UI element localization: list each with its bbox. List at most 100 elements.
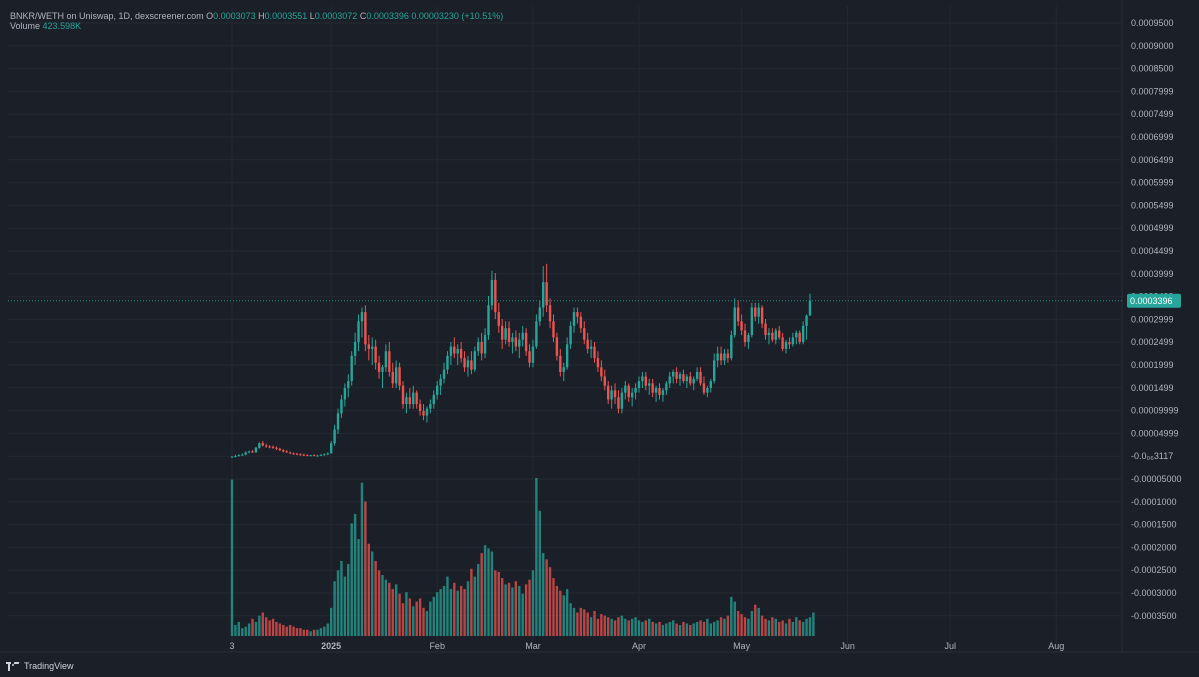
candle-body: [459, 348, 463, 359]
volume-bar: [466, 581, 470, 636]
candle: [736, 300, 740, 326]
low-label: L: [309, 11, 315, 21]
volume-bar: [716, 620, 719, 636]
volume-bar: [507, 582, 511, 636]
candle-body: [381, 367, 384, 372]
candle-body: [682, 374, 685, 382]
candle: [596, 351, 600, 372]
volume-bar: [463, 589, 466, 636]
candle: [699, 367, 702, 386]
volume-bar: [268, 620, 271, 636]
candle-body: [719, 353, 723, 361]
candle-body: [791, 337, 795, 345]
candle-body: [518, 339, 521, 347]
candle: [497, 302, 500, 333]
last-price-tag: [1127, 293, 1181, 308]
candle: [459, 342, 463, 363]
candle: [292, 452, 295, 455]
candle-body: [353, 342, 357, 356]
x-tick-label: Mar: [525, 641, 541, 651]
candle: [620, 388, 624, 414]
candle-body: [405, 397, 408, 405]
y-tick-label: 0.0005499: [1131, 200, 1174, 210]
candle: [682, 369, 685, 384]
low-value: 0.0003072: [314, 11, 358, 21]
candle: [791, 332, 795, 347]
candle: [754, 302, 757, 322]
volume-bar: [292, 626, 295, 636]
volume-bar: [740, 614, 743, 636]
volume-bar: [511, 587, 514, 636]
volume-bar: [661, 625, 665, 636]
volume-bar: [576, 612, 579, 636]
candle: [336, 408, 340, 434]
volume-bar: [648, 618, 651, 636]
candle: [436, 381, 439, 400]
candle: [299, 453, 302, 456]
candle-body: [388, 351, 391, 372]
candle-body: [723, 353, 726, 361]
volume-bar: [439, 589, 442, 636]
candle: [706, 385, 709, 398]
candle: [412, 385, 415, 409]
y-tick-label: 0.0008500: [1131, 64, 1174, 74]
y-tick-label: -0.0002500: [1131, 565, 1177, 575]
candle-body: [302, 454, 306, 456]
candle: [795, 330, 798, 345]
candle: [347, 374, 350, 398]
volume-bar: [706, 618, 709, 636]
candle-body: [798, 332, 801, 342]
candle: [586, 332, 589, 354]
volume-bar: [552, 578, 555, 636]
volume-bar: [562, 595, 565, 636]
volume-label[interactable]: Volume: [10, 21, 41, 31]
symbol-title[interactable]: BNKR/WETH on Uniswap, 1D, dexscreener.co…: [10, 11, 204, 21]
candle-body: [760, 307, 764, 324]
candle-body: [521, 332, 524, 340]
volume-bar: [630, 618, 634, 636]
volume-bar: [685, 623, 689, 636]
candle: [808, 293, 812, 316]
candle: [340, 394, 343, 418]
volume-bar: [771, 617, 774, 636]
candle: [760, 305, 764, 329]
candle-body: [637, 381, 641, 388]
candle-body: [784, 342, 788, 349]
open-label: O: [206, 11, 214, 21]
volume-bar: [542, 553, 545, 636]
candle-body: [586, 339, 589, 349]
y-tick-label: -0.0001500: [1131, 520, 1177, 530]
volume-bar: [600, 614, 603, 636]
volume-bar: [241, 628, 244, 636]
candle: [695, 367, 699, 382]
volume-bar: [398, 593, 401, 636]
candle-body: [299, 454, 302, 456]
volume-bar: [353, 513, 357, 636]
y-tick-label: 0.00009999: [1131, 406, 1179, 416]
volume-bar: [278, 623, 282, 636]
candle-body: [480, 342, 483, 354]
candle-body: [466, 360, 470, 368]
tradingview-brand[interactable]: TradingView: [6, 661, 74, 671]
close-value: 0.0003396: [366, 11, 409, 21]
y-tick-label: 0.00004999: [1131, 428, 1179, 438]
volume-bar: [596, 618, 600, 636]
volume-bar: [801, 621, 805, 636]
candle-body: [535, 321, 538, 347]
candle-body: [552, 321, 555, 338]
candle: [713, 353, 716, 384]
candle: [456, 344, 459, 365]
candle: [323, 453, 326, 456]
volume-bar: [603, 615, 606, 636]
open-value: 0.0003073: [213, 11, 256, 21]
candle: [559, 348, 562, 377]
candle: [422, 404, 425, 421]
candle-body: [589, 346, 593, 349]
volume-bar: [545, 559, 548, 636]
candle: [719, 346, 723, 365]
volume-bar: [244, 626, 247, 636]
volume-bar: [719, 617, 723, 636]
grid-lines: [0, 0, 1199, 653]
candle-body: [234, 456, 237, 458]
